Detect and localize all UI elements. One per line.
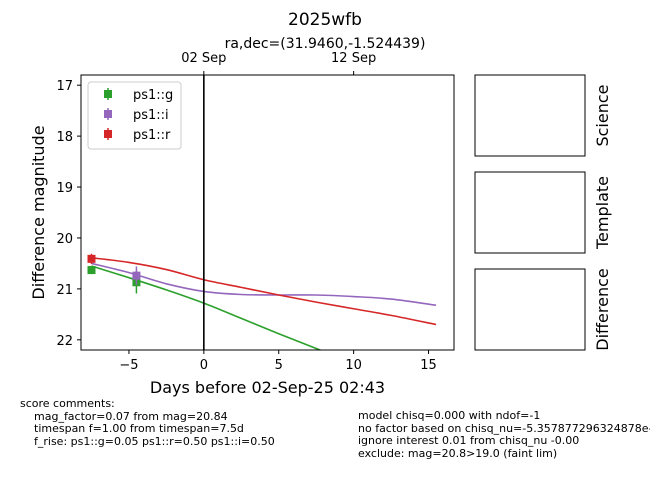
data-point-ps1-i [132,271,141,280]
legend-marker-ps1-g [104,90,112,98]
template-panel-label: Template [593,176,612,250]
data-point-ps1-r [87,254,96,263]
y-tick-label: 20 [56,232,73,247]
score-comments-right: model chisq=0.000 with ndof=-1 no factor… [358,410,650,460]
score-comments-heading: score comments: [20,397,115,410]
legend-marker-ps1-i [104,110,112,118]
model-curve-ps1-r [91,257,437,326]
top-x-tick-label: 02 Sep [181,51,226,66]
comment-line: model chisq=0.000 with ndof=-1 [358,410,541,422]
plot-area: −5 0 5 10 15 17 18 19 20 21 22 02 Sep 12 Sep Days bef… [29,51,455,397]
comment-line: timespan f=1.00 from timespan=7.5d [34,422,244,435]
score-comments-left: score comments: mag_factor=0.07 from mag… [20,397,275,448]
difference-panel-label: Difference [593,268,612,350]
difference-panel [474,268,586,351]
comment-line: no factor based on chisq_nu=-5.357877296… [358,421,650,435]
y-tick-label: 19 [56,181,73,196]
science-panel-label: Science [593,84,612,146]
legend-label-ps1-g: ps1::g [133,88,173,103]
template-panel [474,171,586,254]
x-tick-label: 15 [420,358,437,373]
top-x-tick-label: 12 Sep [331,51,376,66]
x-axis-label: Days before 02-Sep-25 02:43 [150,378,385,397]
model-curve-ps1-i [91,262,437,306]
x-tick-label: 0 [200,358,208,373]
legend-label-ps1-i: ps1::i [133,108,169,123]
chart-subtitle: ra,dec=(31.9460,-1.524439) [225,36,426,52]
x-tick-label: 5 [275,358,283,373]
x-tick-label: 10 [345,358,362,373]
x-tick-label: −5 [119,358,138,373]
chart-title: 2025wfb [288,10,362,30]
y-axis-label: Difference magnitude [29,125,48,299]
y-tick-label: 22 [56,334,73,349]
y-tick-label: 17 [56,79,73,94]
model-curve-ps1-g [91,265,323,350]
y-tick-label: 18 [56,130,73,145]
y-tick-label: 21 [56,283,73,298]
science-panel [474,74,586,157]
comment-line: f_rise: ps1::g=0.05 ps1::r=0.50 ps1::i=0… [34,434,275,448]
legend-label-ps1-r: ps1::r [133,128,171,143]
legend-marker-ps1-r [104,130,112,138]
plot-frame [80,74,455,351]
comment-line: mag_factor=0.07 from mag=20.84 [34,409,228,423]
comment-line: exclude: mag=20.8>19.0 (faint lim) [358,446,558,460]
data-point-ps1-g [87,266,96,275]
image-panels: Science Template Difference [474,74,612,351]
comment-line: ignore interest 0.01 from chisq_nu -0.00 [358,434,580,447]
